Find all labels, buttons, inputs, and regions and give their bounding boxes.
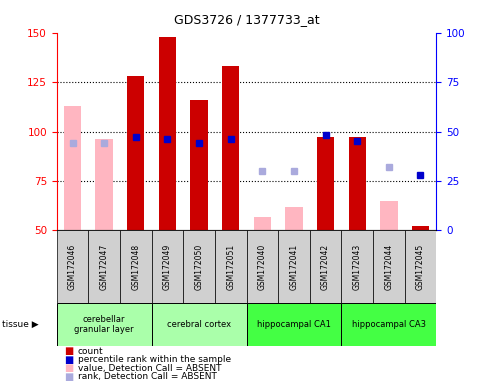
Bar	[120, 230, 152, 303]
Text: GSM172051: GSM172051	[226, 244, 235, 290]
Bar	[190, 100, 208, 230]
Text: hippocampal CA3: hippocampal CA3	[352, 320, 426, 329]
Text: GSM172050: GSM172050	[195, 244, 204, 290]
Bar	[317, 137, 334, 230]
Text: hippocampal CA1: hippocampal CA1	[257, 320, 331, 329]
Bar	[405, 230, 436, 303]
Text: cerebral cortex: cerebral cortex	[167, 320, 231, 329]
Bar	[278, 230, 310, 303]
Bar	[285, 207, 303, 230]
Text: GSM172045: GSM172045	[416, 244, 425, 290]
Bar	[57, 230, 88, 303]
Text: value, Detection Call = ABSENT: value, Detection Call = ABSENT	[78, 364, 221, 373]
Bar	[64, 106, 81, 230]
Bar	[246, 230, 278, 303]
Bar	[96, 139, 113, 230]
Bar	[57, 303, 152, 346]
Bar	[222, 66, 240, 230]
Bar	[341, 303, 436, 346]
Bar	[253, 217, 271, 230]
Text: GSM172047: GSM172047	[100, 244, 108, 290]
Bar	[349, 137, 366, 230]
Bar	[246, 303, 341, 346]
Text: GSM172048: GSM172048	[131, 244, 141, 290]
Bar	[373, 230, 405, 303]
Bar	[127, 76, 144, 230]
Bar	[341, 230, 373, 303]
Text: percentile rank within the sample: percentile rank within the sample	[78, 355, 231, 364]
Text: GSM172044: GSM172044	[385, 244, 393, 290]
Text: ■: ■	[64, 346, 73, 356]
Bar	[183, 230, 215, 303]
Text: GSM172040: GSM172040	[258, 244, 267, 290]
Bar	[152, 230, 183, 303]
Bar	[310, 230, 341, 303]
Bar	[159, 36, 176, 230]
Text: ■: ■	[64, 372, 73, 382]
Text: count: count	[78, 347, 104, 356]
Text: cerebellar
granular layer: cerebellar granular layer	[74, 315, 134, 334]
Text: GSM172042: GSM172042	[321, 244, 330, 290]
Text: GSM172041: GSM172041	[289, 244, 298, 290]
Bar	[152, 303, 246, 346]
Text: ■: ■	[64, 355, 73, 365]
Bar	[412, 227, 429, 230]
Bar	[215, 230, 246, 303]
Bar	[88, 230, 120, 303]
Text: rank, Detection Call = ABSENT: rank, Detection Call = ABSENT	[78, 372, 217, 381]
Text: GSM172043: GSM172043	[352, 244, 362, 290]
Text: GSM172046: GSM172046	[68, 244, 77, 290]
Text: GDS3726 / 1377733_at: GDS3726 / 1377733_at	[174, 13, 319, 26]
Text: tissue ▶: tissue ▶	[2, 320, 39, 329]
Text: GSM172049: GSM172049	[163, 244, 172, 290]
Text: ■: ■	[64, 363, 73, 373]
Bar	[380, 201, 397, 230]
